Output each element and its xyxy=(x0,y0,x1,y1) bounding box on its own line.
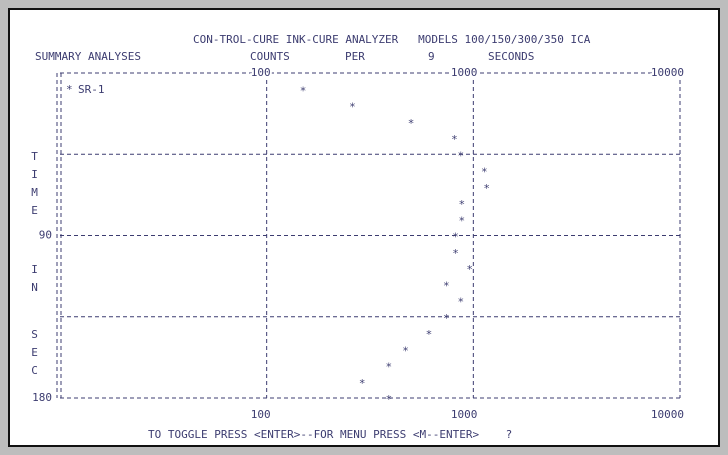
point: * xyxy=(443,312,450,325)
point: * xyxy=(459,214,466,227)
point: * xyxy=(459,198,466,211)
point: * xyxy=(443,279,450,292)
x-tick-label: 10000 xyxy=(651,66,684,79)
point: * xyxy=(300,84,307,97)
x-tick-label: 100 xyxy=(251,66,271,79)
x-label: PER xyxy=(345,50,365,63)
y-label: SEC xyxy=(28,328,41,382)
legend-marker: * xyxy=(66,83,73,96)
point: * xyxy=(452,231,459,244)
point: * xyxy=(386,393,393,406)
point: * xyxy=(466,263,473,276)
point: * xyxy=(458,296,465,309)
x-tick-label: 1000 xyxy=(451,408,478,421)
point: * xyxy=(349,101,356,114)
x-label: COUNTS xyxy=(250,50,290,63)
point: * xyxy=(483,182,490,195)
point: * xyxy=(426,328,433,341)
x-tick-label: 10000 xyxy=(651,408,684,421)
point: * xyxy=(451,133,458,146)
point: * xyxy=(452,247,459,260)
y-label: IN xyxy=(28,263,41,299)
point: * xyxy=(359,377,366,390)
x-label: SECONDS xyxy=(488,50,534,63)
y-tick-label: 180 xyxy=(32,391,52,404)
subtitle: SUMMARY ANALYSES xyxy=(35,50,141,63)
y-tick-label: 90 xyxy=(39,229,52,242)
y-label: TIME xyxy=(28,150,41,222)
point: * xyxy=(458,149,465,162)
x-label: 9 xyxy=(428,50,435,63)
x-tick-label: 1000 xyxy=(451,66,478,79)
point: * xyxy=(481,166,488,179)
screen-frame xyxy=(8,8,720,447)
legend-label: SR-1 xyxy=(78,83,105,96)
footer: TO TOGGLE PRESS <ENTER>--FOR MENU PRESS … xyxy=(148,428,512,441)
title: CON-TROL-CURE INK-CURE ANALYZER MODELS 1… xyxy=(193,33,591,46)
point: * xyxy=(386,361,393,374)
point: * xyxy=(408,117,415,130)
x-tick-label: 100 xyxy=(251,408,271,421)
point: * xyxy=(402,344,409,357)
